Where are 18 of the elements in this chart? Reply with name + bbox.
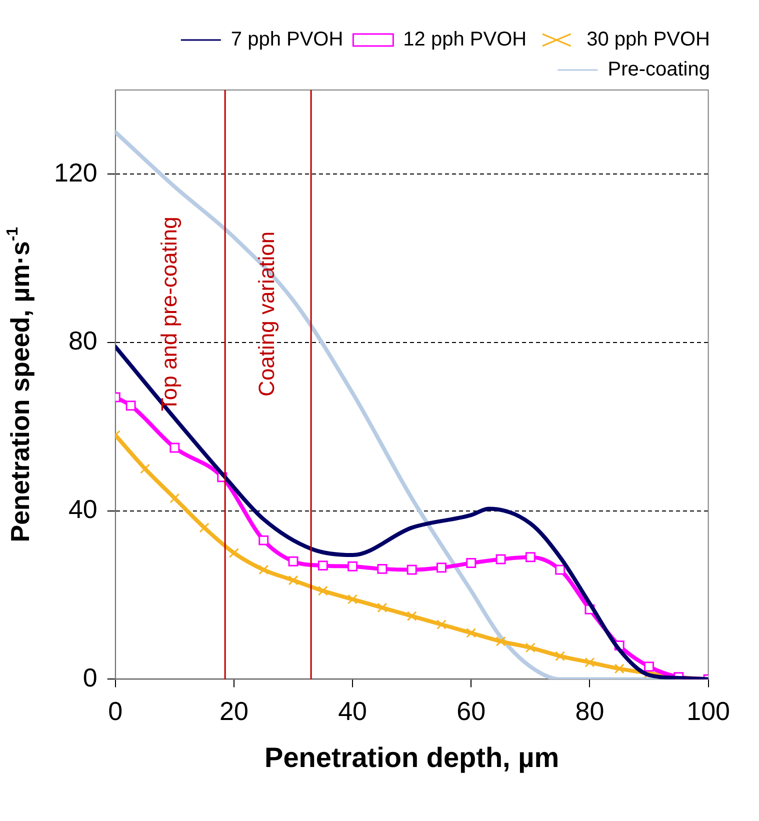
ref-line-label: Top and pre-coating <box>156 216 182 412</box>
x-tick-label: 60 <box>456 696 486 726</box>
x-tick-label: 40 <box>338 696 368 726</box>
legend-label: 7 pph PVOH <box>230 28 344 51</box>
x-tick-label: 0 <box>108 696 123 726</box>
y-tick-label: 40 <box>68 494 98 524</box>
legend-label: Pre-coating <box>608 58 710 81</box>
x-axis-title: Penetration depth, µm <box>264 742 560 773</box>
legend-label: 30 pph PVOH <box>586 28 710 51</box>
legend-label: 12 pph PVOH <box>403 28 527 51</box>
y-axis-title: Penetration speed, µm·s-1 <box>4 226 36 542</box>
x-tick-label: 80 <box>575 696 604 726</box>
y-tick-label: 0 <box>82 662 98 692</box>
x-tick-label: 20 <box>220 696 248 726</box>
y-tick-label: 80 <box>68 326 98 356</box>
x-tick-label: 100 <box>686 696 730 726</box>
ref-line-label: Coating variation <box>254 231 280 396</box>
y-tick-label: 120 <box>54 157 98 188</box>
